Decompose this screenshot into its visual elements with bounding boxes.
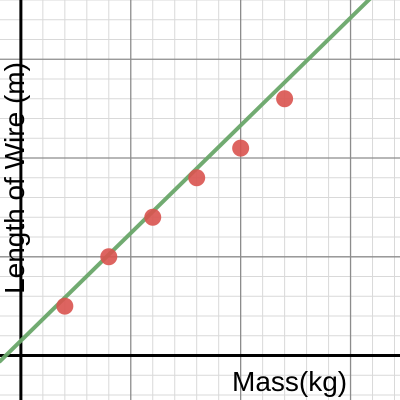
data-point [100, 248, 118, 266]
data-points [56, 90, 294, 315]
fit-line-group [0, 0, 372, 364]
data-point [56, 297, 74, 315]
best-fit-line [0, 0, 372, 364]
data-point [232, 139, 250, 157]
x-axis-label: Mass(kg) [232, 366, 348, 397]
data-point [188, 169, 206, 187]
y-axis-label: Length of Wire (m) [0, 62, 30, 294]
data-point [276, 90, 294, 108]
data-point [144, 208, 162, 226]
